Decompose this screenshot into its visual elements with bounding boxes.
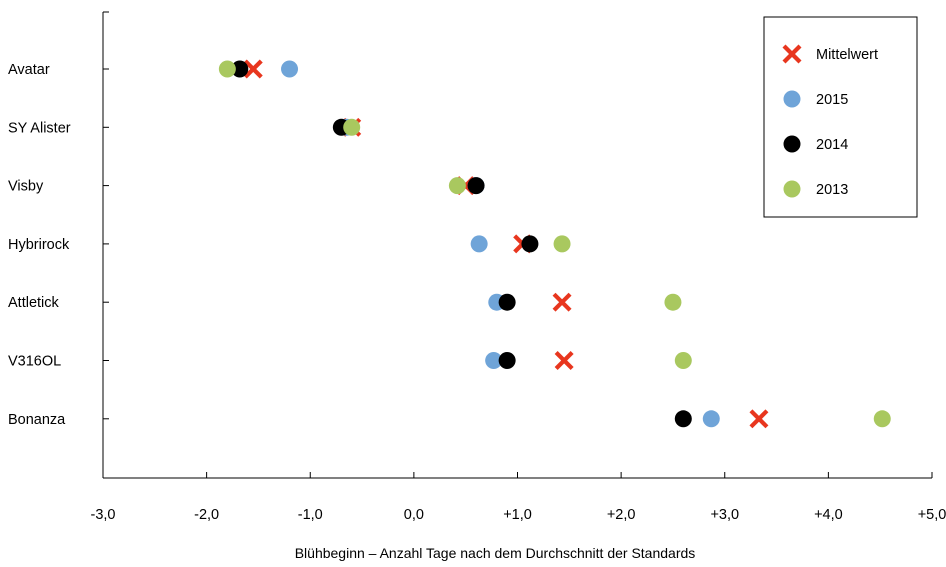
legend-label: Mittelwert (816, 47, 878, 63)
data-point (498, 293, 516, 311)
y-ticks (103, 11, 109, 420)
mean-marker (243, 59, 263, 79)
x-tick-label: 0,0 (404, 507, 424, 523)
x-tick-label: +5,0 (918, 507, 946, 523)
x-tick-labels: -3,0 -2,0 -1,0 0,0 +1,0 +2,0 +3,0 +4,0 +5,0 (91, 507, 946, 523)
series-2013 (218, 60, 891, 428)
data-point (664, 293, 682, 311)
series-2014 (231, 60, 692, 428)
data-point (702, 410, 720, 428)
x-tick-label: +4,0 (814, 507, 843, 523)
x-ticks (102, 472, 933, 478)
legend-label: 2013 (816, 182, 848, 198)
series-2015 (281, 60, 720, 428)
x-axis-title: Blühbeginn – Anzahl Tage nach dem Durchs… (295, 545, 696, 561)
data-point (470, 235, 488, 253)
x-tick-label: +2,0 (607, 507, 636, 523)
data-point (448, 177, 466, 195)
legend-label: 2014 (816, 137, 848, 153)
data-point (485, 352, 503, 369)
legend-marker (783, 90, 801, 108)
legend-marker (783, 135, 801, 153)
category-label: Hybrirock (8, 237, 70, 253)
category-label: Attletick (8, 295, 60, 311)
x-tick-label: +3,0 (710, 507, 739, 523)
data-point (521, 235, 539, 253)
data-point (674, 352, 692, 369)
series-mittelwert (243, 59, 769, 429)
data-point (281, 60, 299, 78)
legend-marker (783, 180, 801, 198)
category-label: Visby (8, 179, 44, 195)
x-tick-label: -3,0 (91, 507, 116, 523)
category-label: Avatar (8, 62, 50, 78)
category-labels: Avatar SY Alister Visby Hybrirock Attletick V… (8, 62, 71, 428)
mean-marker (552, 292, 572, 312)
data-point (873, 410, 891, 428)
legend: Mittelwert 2015 2014 2013 (763, 16, 918, 218)
data-point (343, 118, 361, 136)
data-point (553, 235, 571, 253)
data-point (231, 60, 249, 78)
x-tick-label: +1,0 (503, 507, 532, 523)
category-label: SY Alister (8, 120, 71, 136)
legend-label: 2015 (816, 92, 848, 108)
mean-marker (554, 351, 574, 370)
data-marks (218, 59, 891, 429)
mean-marker (749, 409, 769, 429)
data-point (674, 410, 692, 428)
x-tick-label: -2,0 (194, 507, 219, 523)
category-label: Bonanza (8, 412, 66, 428)
data-point (498, 352, 516, 369)
category-label: V316OL (8, 354, 61, 370)
legend-marker (782, 44, 802, 64)
data-point (467, 177, 485, 195)
data-point (218, 60, 236, 78)
x-tick-label: -1,0 (298, 507, 323, 523)
